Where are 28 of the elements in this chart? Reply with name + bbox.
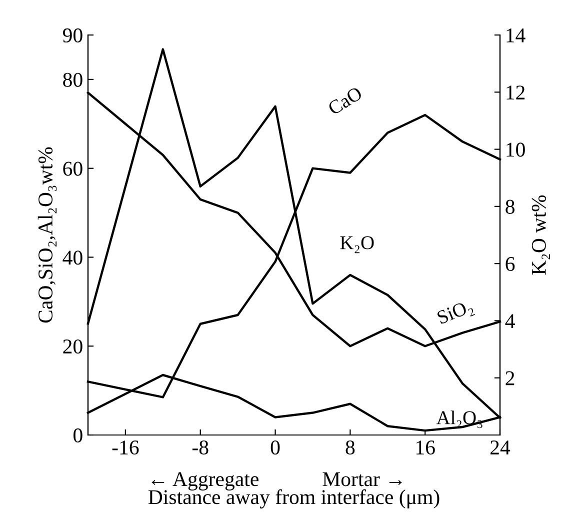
y-tick-label: 20	[63, 339, 82, 354]
x-tick-label: 0	[270, 440, 280, 455]
y-tick-label: 80	[63, 72, 82, 87]
y2-tick-label: 2	[506, 371, 514, 386]
series-label: K₂O	[340, 236, 374, 254]
y2-tick-label: 10	[506, 142, 525, 157]
series-label: Al₂O₃	[436, 410, 482, 428]
text: Mortar →	[322, 472, 402, 486]
y2-tick-label: 6	[506, 257, 515, 272]
text: SiO₂	[436, 299, 476, 328]
x-tick-label: -16	[112, 440, 139, 455]
y2-tick-label: 12	[506, 86, 525, 100]
y2-tick-label: 8	[506, 200, 514, 214]
x-tick-label: 24	[490, 440, 510, 454]
x-tick-label: 16	[416, 440, 435, 455]
y-tick-label: 90	[62, 28, 82, 42]
x-tick-label: 8	[346, 440, 355, 455]
y-tick-label: 0	[74, 428, 82, 442]
y2-tick-label: 14	[506, 28, 526, 42]
x-axis-title: Distance away from interface (μm)	[148, 489, 440, 508]
y2-tick-label: 4	[505, 314, 515, 328]
text: ← Aggregate	[152, 472, 258, 490]
y-tick-label: 40	[62, 250, 82, 265]
y2-axis-title: K₂O wt%	[532, 195, 550, 275]
y-axis-title: CaO,SiO₂,Al₂O₃wt%	[38, 147, 57, 323]
y-tick-label: 60	[63, 162, 82, 176]
text: CaO	[327, 86, 363, 116]
x-tick-label: -8	[192, 440, 208, 455]
